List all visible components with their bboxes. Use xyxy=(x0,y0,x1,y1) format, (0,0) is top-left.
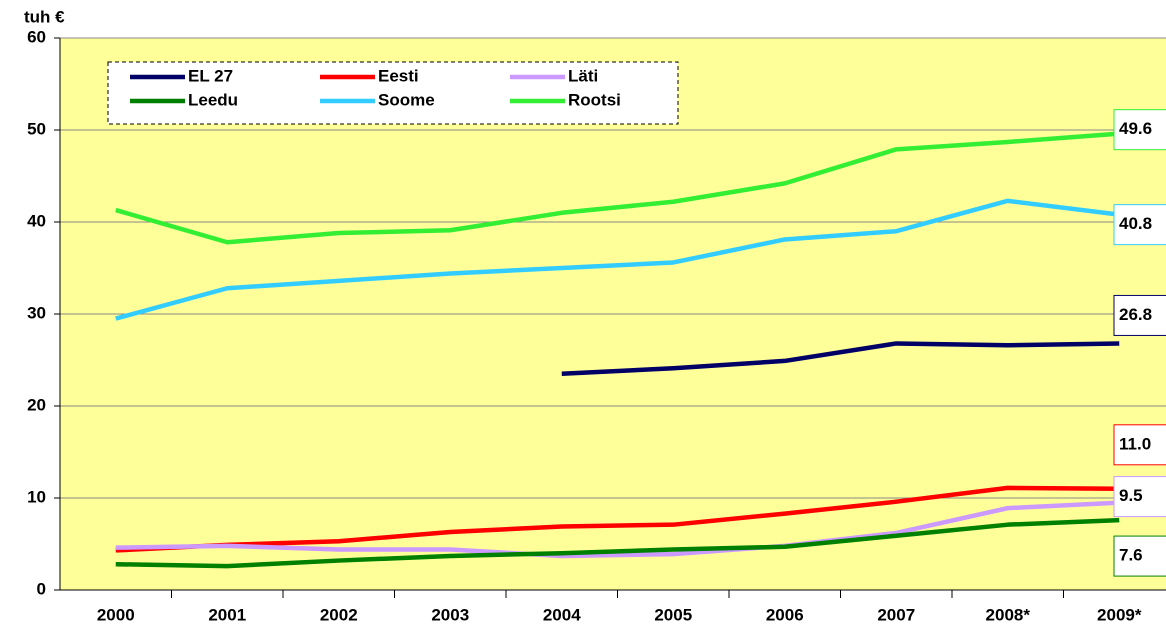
value-label: 40.8 xyxy=(1119,214,1152,233)
x-tick-label: 2002 xyxy=(320,605,358,624)
value-label: 9.5 xyxy=(1119,486,1143,505)
value-label-box xyxy=(1113,424,1166,466)
y-tick-label: 20 xyxy=(27,395,46,414)
x-tick-label: 2006 xyxy=(766,605,804,624)
value-label-box xyxy=(1113,109,1166,151)
value-label: 7.6 xyxy=(1119,546,1143,565)
legend-label: Läti xyxy=(568,66,598,85)
value-label: 11.0 xyxy=(1119,434,1151,453)
legend-label: Soome xyxy=(378,90,435,109)
value-label-box xyxy=(1113,204,1166,246)
series-line xyxy=(115,198,1120,321)
x-tick-label: 2007 xyxy=(877,605,915,624)
series-line xyxy=(115,131,1120,245)
y-tick-label: 40 xyxy=(27,211,46,230)
y-tick-label: 0 xyxy=(37,579,46,598)
x-tick-label: 2003 xyxy=(431,605,469,624)
y-tick-label: 50 xyxy=(27,119,46,138)
y-tick-label: 10 xyxy=(27,487,46,506)
value-label-box xyxy=(1113,476,1166,518)
series-line xyxy=(115,485,1120,553)
x-tick-label: 2009* xyxy=(1097,605,1142,624)
series-line xyxy=(115,500,1120,559)
value-label-box xyxy=(1113,535,1166,577)
value-label: 26.8 xyxy=(1119,305,1152,324)
legend-box xyxy=(107,61,679,125)
x-tick-label: 2005 xyxy=(654,605,692,624)
legend-label: Eesti xyxy=(378,66,419,85)
legend-label: Rootsi xyxy=(568,90,621,109)
series-line xyxy=(561,341,1120,377)
y-axis-label: tuh € xyxy=(24,7,65,26)
x-tick-label: 2000 xyxy=(97,605,135,624)
x-tick-label: 2008* xyxy=(986,605,1031,624)
value-label-box xyxy=(1113,294,1166,336)
series-line xyxy=(115,517,1120,569)
legend-label: EL 27 xyxy=(188,66,233,85)
legend-label: Leedu xyxy=(188,90,238,109)
y-tick-label: 30 xyxy=(27,303,46,322)
x-tick-label: 2004 xyxy=(543,605,581,624)
x-tick-label: 2001 xyxy=(208,605,246,624)
value-label: 49.6 xyxy=(1119,119,1152,138)
y-tick-label: 60 xyxy=(27,27,46,46)
